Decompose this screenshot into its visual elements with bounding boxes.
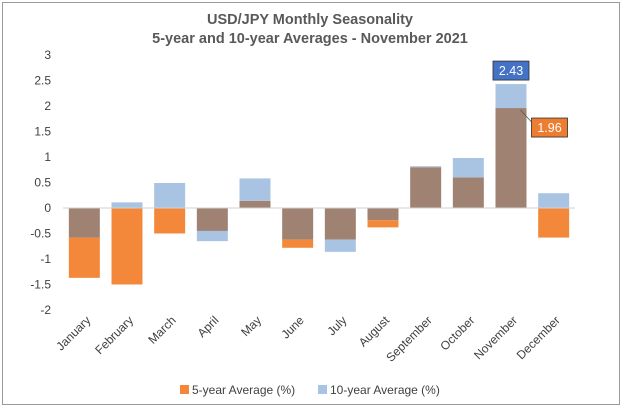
x-tick-label-august: August bbox=[356, 313, 393, 350]
bar-july-overlap bbox=[324, 208, 356, 240]
bar-december-10yr bbox=[538, 193, 570, 208]
x-tick-label-march: March bbox=[145, 313, 178, 346]
bar-december-5yr bbox=[538, 208, 570, 238]
bar-june-5yr bbox=[282, 239, 314, 248]
legend-swatch-5yr bbox=[180, 385, 189, 394]
plot-area bbox=[68, 84, 570, 285]
bar-february-10yr bbox=[111, 202, 143, 208]
y-tick-label: 1.5 bbox=[34, 125, 51, 139]
bar-august-overlap bbox=[367, 208, 399, 221]
callout-label: 1.96 bbox=[537, 121, 561, 135]
x-tick-label-october: October bbox=[437, 313, 477, 353]
callout-box bbox=[492, 60, 530, 81]
bar-march-5yr bbox=[154, 208, 186, 234]
legend: 5-year Average (%) 10-year Average (%) bbox=[180, 383, 440, 397]
callout-box bbox=[531, 117, 568, 138]
y-tick-label: -1.5 bbox=[30, 278, 51, 292]
x-tick-label-november: November bbox=[471, 313, 520, 362]
bar-january-5yr bbox=[68, 237, 100, 278]
y-tick-label: -0.5 bbox=[30, 227, 51, 241]
y-tick-label: -1 bbox=[40, 252, 51, 266]
bar-august-5yr bbox=[367, 220, 399, 228]
y-axis: 3 2.5 2 1.5 1 0.5 0 -0.5 -1 -1.5 -2 bbox=[30, 48, 51, 317]
x-tick-label-january: January bbox=[53, 313, 93, 353]
bar-june-overlap bbox=[282, 208, 314, 240]
bar-july-10yr bbox=[324, 239, 356, 252]
x-tick-label-september: September bbox=[383, 313, 434, 364]
bar-october-10yr bbox=[452, 158, 484, 178]
callout-2.43: 2.43 bbox=[492, 60, 530, 81]
bar-may-10yr bbox=[239, 178, 271, 201]
legend-label-5yr: 5-year Average (%) bbox=[192, 383, 295, 397]
y-tick-label: 2.5 bbox=[34, 74, 51, 88]
bar-march-10yr bbox=[154, 183, 186, 208]
callout-1.96: 1.96 bbox=[520, 109, 568, 138]
bar-may-overlap bbox=[239, 200, 271, 208]
callouts: 2.43 1.96 bbox=[492, 60, 568, 138]
y-tick-label: 1 bbox=[44, 150, 51, 164]
chart-canvas: USD/JPY Monthly Seasonality 5-year and 1… bbox=[30, 12, 575, 397]
bar-april-10yr bbox=[196, 230, 228, 242]
x-tick-label-june: June bbox=[278, 313, 307, 342]
bar-january-overlap bbox=[68, 208, 100, 238]
chart-frame: USD/JPY Monthly Seasonality 5-year and 1… bbox=[2, 2, 620, 405]
x-tick-label-may: May bbox=[238, 313, 264, 339]
y-tick-label: -2 bbox=[40, 303, 51, 317]
x-tick-label-april: April bbox=[195, 313, 222, 340]
bar-november-10yr bbox=[495, 84, 527, 109]
bar-september-overlap bbox=[410, 167, 442, 208]
x-tick-label-december: December bbox=[514, 313, 563, 362]
callout-leader-line bbox=[520, 109, 532, 123]
bar-april-overlap bbox=[196, 208, 228, 231]
callout-label: 2.43 bbox=[499, 64, 523, 78]
chart-subtitle: 5-year and 10-year Averages - November 2… bbox=[152, 31, 468, 47]
legend-label-10yr: 10-year Average (%) bbox=[330, 383, 440, 397]
legend-swatch-10yr bbox=[318, 385, 327, 394]
y-tick-label: 3 bbox=[44, 48, 51, 62]
y-tick-label: 0.5 bbox=[34, 176, 51, 190]
bar-october-overlap bbox=[452, 177, 484, 208]
x-tick-label-february: February bbox=[92, 313, 136, 357]
bar-february-5yr bbox=[111, 208, 143, 285]
y-tick-label: 2 bbox=[44, 99, 51, 113]
bar-september-10yr bbox=[410, 166, 442, 168]
y-tick-label: 0 bbox=[44, 201, 51, 215]
chart-title: USD/JPY Monthly Seasonality bbox=[207, 12, 413, 28]
bar-november-overlap bbox=[495, 108, 527, 208]
x-tick-label-july: July bbox=[324, 313, 349, 338]
